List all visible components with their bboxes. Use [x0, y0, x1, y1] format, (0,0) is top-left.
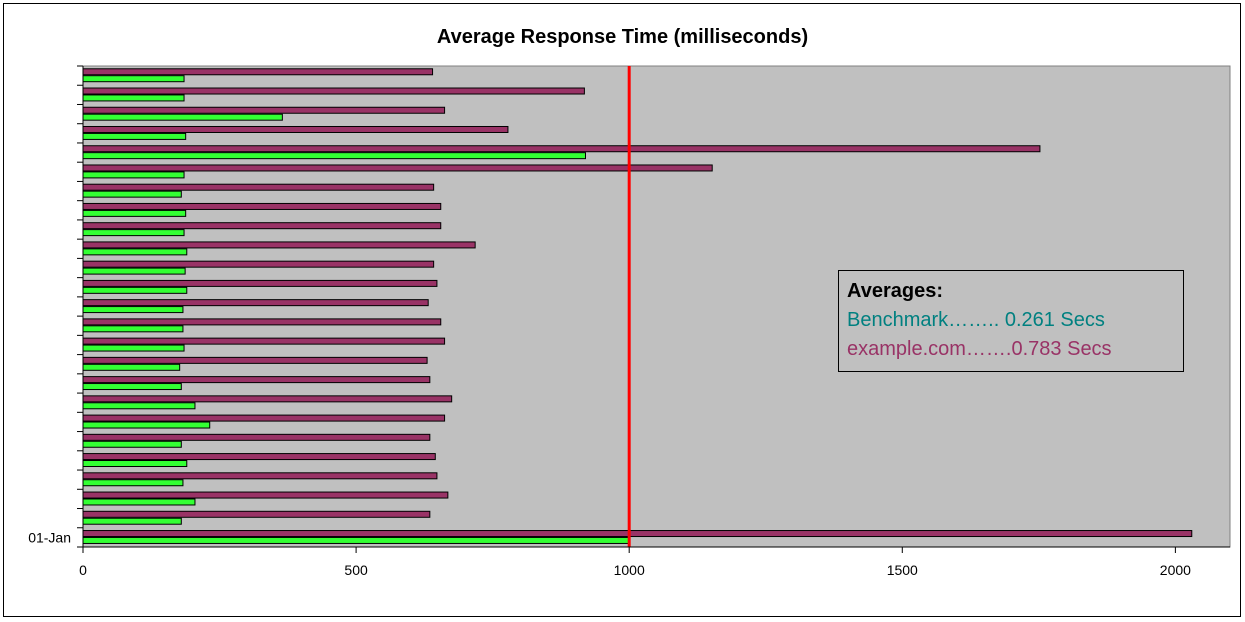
bar-benchmark-2	[82, 498, 196, 506]
bar-example-com-0	[82, 530, 1193, 538]
bar-example-com-13	[82, 279, 438, 287]
bar-example-com-19	[82, 164, 713, 172]
bar-example-com-8	[82, 376, 431, 384]
bar-example-com-10	[82, 337, 446, 345]
bar-example-com-18	[82, 183, 435, 191]
bar-example-com-24	[82, 68, 434, 76]
bar-example-com-16	[82, 222, 442, 230]
bar-benchmark-0	[82, 536, 630, 544]
bar-benchmark-6	[82, 421, 211, 429]
y-tick-label: 01-Jan	[28, 529, 71, 545]
bar-benchmark-15	[82, 248, 188, 256]
bar-benchmark-9	[82, 363, 181, 371]
x-tick-label: 0	[79, 562, 87, 578]
bar-benchmark-22	[82, 113, 283, 121]
chart-title: Average Response Time (milliseconds)	[436, 26, 809, 48]
legend-example-average: example.com…….0.783 Secs	[847, 338, 1112, 360]
bar-benchmark-11	[82, 325, 184, 333]
bar-example-com-4	[82, 453, 436, 461]
bar-benchmark-8	[82, 383, 182, 391]
labels-layer: 01-Jan 0 500 1000 1500 2000	[28, 529, 1191, 578]
bar-benchmark-10	[82, 344, 185, 352]
bar-benchmark-24	[82, 75, 185, 83]
bar-benchmark-14	[82, 267, 186, 275]
bar-example-com-7	[82, 395, 453, 403]
bar-benchmark-3	[82, 479, 184, 487]
bar-example-com-2	[82, 491, 449, 499]
bar-example-com-14	[82, 260, 435, 268]
bar-example-com-17	[82, 202, 442, 210]
legend-heading: Averages:	[847, 280, 943, 302]
bar-example-com-9	[82, 356, 428, 364]
bar-benchmark-7	[82, 402, 196, 410]
bar-benchmark-23	[82, 94, 185, 102]
bar-benchmark-17	[82, 209, 187, 217]
bar-example-com-11	[82, 318, 442, 326]
bar-example-com-20	[82, 145, 1041, 153]
bar-benchmark-1	[82, 517, 182, 525]
bar-example-com-21	[82, 125, 509, 133]
bar-benchmark-19	[82, 171, 185, 179]
x-tick-label: 500	[344, 562, 368, 578]
bar-benchmark-4	[82, 460, 188, 467]
x-tick-label: 1500	[887, 562, 918, 578]
axes-layer	[77, 65, 1230, 553]
bar-benchmark-21	[82, 132, 187, 140]
x-tick-label: 2000	[1160, 562, 1191, 578]
bar-example-com-23	[82, 87, 585, 95]
bar-benchmark-13	[82, 286, 188, 294]
bar-example-com-22	[82, 106, 446, 114]
averages-legend: Averages: Benchmark…….. 0.261 Secs examp…	[838, 270, 1184, 372]
bar-example-com-1	[82, 510, 431, 518]
bar-benchmark-18	[82, 190, 182, 198]
bar-example-com-15	[82, 241, 476, 249]
x-tick-label: 1000	[614, 562, 645, 578]
bar-example-com-12	[82, 299, 429, 307]
legend-benchmark-average: Benchmark…….. 0.261 Secs	[847, 309, 1105, 331]
bar-example-com-5	[82, 433, 431, 441]
bar-example-com-3	[82, 472, 438, 480]
bar-example-com-6	[82, 414, 446, 422]
bar-benchmark-12	[82, 306, 184, 314]
bar-benchmark-5	[82, 440, 182, 448]
bar-benchmark-20	[82, 152, 586, 160]
bar-benchmark-16	[82, 229, 185, 237]
